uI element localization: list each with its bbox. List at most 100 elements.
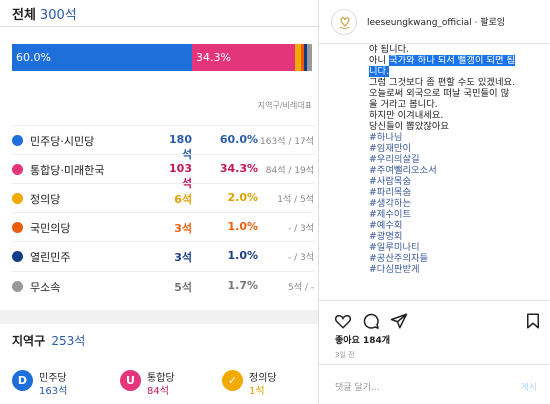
party-row: 무소속 5석 1.7% 5석 / -: [12, 274, 314, 302]
hashtag[interactable]: #다심판받게: [369, 264, 420, 274]
district-seats: 253석: [51, 334, 86, 348]
party-share: 1.0%: [227, 249, 258, 262]
bookmark-icon[interactable]: [524, 312, 542, 330]
district-party-seats: 84석: [147, 386, 169, 397]
likes-count[interactable]: 좋아요 184개: [335, 336, 391, 346]
comment-icon[interactable]: [362, 312, 380, 330]
hashtag[interactable]: #광명회: [369, 231, 403, 242]
row-divider: [12, 183, 314, 184]
highlighted-text: 국가와 하나 되서 뻘갱이 되면 됩: [389, 55, 516, 66]
heart-icon[interactable]: [334, 312, 352, 330]
party-name: 정의당: [30, 193, 61, 206]
district-party-seats: 163석: [39, 386, 68, 397]
instagram-post-panel: leeseungkwang_official · 팔로잉 야 됩니다. 아니 국가…: [318, 0, 550, 404]
democratic-party-icon: D: [12, 370, 33, 391]
hashtag[interactable]: #파리목숨: [369, 187, 412, 198]
username-text[interactable]: leeseungkwang_official: [367, 18, 472, 28]
caption-line: 을 거라고 봅니다.: [369, 99, 438, 110]
justice-party-icon: ✓: [222, 370, 243, 391]
party-name: 국민의당: [30, 222, 71, 235]
party-seat-detail: 84석 / 19석: [265, 166, 314, 176]
party-color-dot: [12, 164, 23, 175]
caption-line: 하지만 이겨내세요.: [369, 110, 444, 121]
party-share: 34.3%: [219, 162, 258, 175]
party-row: 정의당 6석 2.0% 1석 / 5석: [12, 186, 314, 214]
seat-bar-label: 34.3%: [196, 51, 231, 64]
party-color-dot: [12, 222, 23, 233]
seat-bar-segment: [12, 44, 192, 71]
caption-line: 오늘로써 외국으로 떠날 국민들이 많: [369, 88, 510, 99]
hashtag[interactable]: #제수이트: [369, 209, 412, 220]
party-seat-detail: 163석 / 17석: [260, 137, 314, 147]
party-share: 1.7%: [227, 279, 258, 292]
seat-share-bar: 60.0% 34.3%: [12, 44, 312, 71]
district-label: 지역구: [12, 334, 46, 348]
party-seat-detail: - / 3석: [287, 253, 314, 263]
party-color-dot: [12, 251, 23, 262]
party-color-dot: [12, 281, 23, 292]
hashtag[interactable]: #공산주의자들: [369, 253, 429, 264]
seat-bar-segment: [294, 44, 301, 71]
seat-bar-segment: [300, 44, 304, 71]
united-party-icon: U: [120, 370, 141, 391]
party-seats: 3석: [174, 251, 192, 264]
hashtag[interactable]: #하나님: [369, 132, 403, 143]
avatar[interactable]: [331, 9, 357, 35]
party-name: 무소속: [30, 281, 61, 294]
party-name: 통합당·미래한국: [30, 164, 105, 177]
party-row: 민주당·시민당 180석 60.0% 163석 / 17석: [12, 128, 314, 161]
share-icon[interactable]: [390, 312, 408, 330]
highlighted-text: 니다.: [369, 66, 390, 77]
party-seats: 3석: [174, 222, 192, 235]
hashtag[interactable]: #사람목숨: [369, 176, 412, 187]
caption-line: 니다.: [369, 66, 544, 77]
row-divider: [12, 154, 314, 155]
post-caption: 야 됩니다. 아니 국가와 하나 되서 뻘갱이 되면 됩 니다. 그럼 그것보다 좀 …: [369, 44, 544, 274]
party-name: 열린민주: [30, 251, 71, 264]
post-username[interactable]: leeseungkwang_official · 팔로잉: [367, 15, 505, 28]
district-party-name: 민주당: [39, 373, 67, 384]
hashtag[interactable]: #생각하는: [369, 198, 412, 209]
post-comment-button[interactable]: 게시: [520, 383, 537, 393]
total-title: 전체 300석: [12, 4, 77, 23]
party-seat-detail: 1석 / 5석: [277, 195, 314, 205]
hashtag[interactable]: #주여뺄리오소서: [369, 165, 437, 176]
hashtag[interactable]: #예수회: [369, 220, 403, 231]
party-color-dot: [12, 193, 23, 204]
party-share: 2.0%: [227, 191, 258, 204]
row-divider: [12, 125, 314, 126]
seat-bar-segment: [303, 44, 307, 71]
follow-status[interactable]: · 팔로잉: [474, 18, 506, 28]
district-party-name: 정의당: [249, 373, 277, 384]
caption-line: 그럼 그것보다 좀 편할 수도 있겠네요.: [369, 77, 516, 88]
district-party-name: 통합당: [147, 373, 175, 384]
total-label: 전체: [12, 8, 36, 23]
comment-input[interactable]: 댓글 달기...: [335, 383, 380, 393]
post-header: leeseungkwang_official · 팔로잉: [319, 0, 550, 44]
seat-bar-label: 60.0%: [16, 51, 51, 64]
hashtag[interactable]: #일루미나티: [369, 242, 420, 253]
election-results-panel: 전체 300석 60.0% 34.3% 지역구/비례대표 민주당·시민당 180석 60…: [0, 4, 318, 397]
divider: [0, 26, 318, 27]
caption-text: 아니: [369, 55, 390, 66]
district-title: 지역구 253석: [12, 332, 85, 349]
comment-bar: 댓글 달기... 게시: [319, 364, 550, 404]
party-seats: 5석: [174, 281, 192, 294]
caption-line: 아니 국가와 하나 되서 뻘갱이 되면 됩: [369, 55, 544, 66]
party-color-dot: [12, 135, 23, 146]
party-seat-detail: 5석 / -: [287, 283, 314, 293]
caption-line: 야 됩니다.: [369, 44, 410, 55]
party-share: 1.0%: [227, 220, 258, 233]
post-time: 3일 전: [335, 351, 355, 359]
hashtag[interactable]: #우리의살길: [369, 154, 420, 165]
party-name: 민주당·시민당: [30, 135, 95, 148]
profile-logo-icon: [339, 17, 351, 29]
hashtag[interactable]: #임재만이: [369, 143, 412, 154]
party-row: 국민의당 3석 1.0% - / 3석: [12, 215, 314, 243]
row-divider: [12, 271, 314, 272]
row-divider: [12, 212, 314, 213]
party-row: 열린민주 3석 1.0% - / 3석: [12, 244, 314, 272]
party-seat-detail: - / 3석: [287, 224, 314, 234]
party-row: 통합당·미래한국 103석 34.3% 84석 / 19석: [12, 157, 314, 190]
total-seats: 300석: [39, 8, 77, 23]
